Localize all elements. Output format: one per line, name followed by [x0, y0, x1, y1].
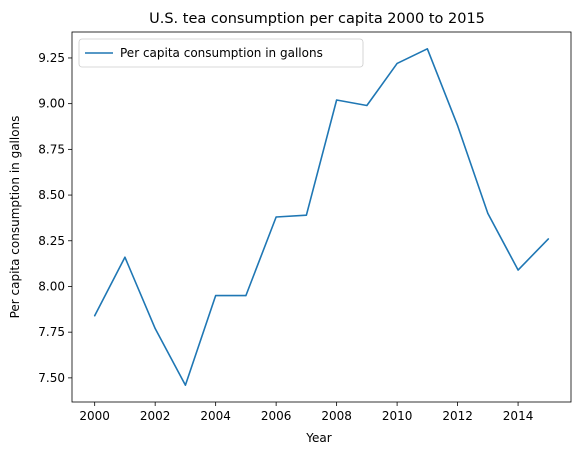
y-tick-label: 8.00 [38, 279, 65, 293]
data-point [275, 216, 277, 218]
y-tick-label: 8.25 [38, 234, 65, 248]
y-tick-label: 8.75 [38, 142, 65, 156]
legend-label: Per capita consumption in gallons [120, 46, 323, 60]
legend-box [78, 38, 364, 68]
data-point [245, 295, 247, 297]
series-line [93, 48, 550, 386]
data-point [487, 212, 489, 214]
data-point [426, 48, 428, 50]
x-tick-label: 2014 [503, 409, 534, 423]
y-axis: 7.50 7.75 8.00 8.25 8.50 8.75 9.00 9.25 [38, 51, 72, 385]
x-tick-label: 2002 [140, 409, 171, 423]
data-point [94, 315, 96, 317]
data-point [396, 62, 398, 65]
data-point [305, 214, 307, 216]
y-tick-label: 9.00 [38, 97, 65, 111]
data-point [124, 256, 126, 258]
data-point [547, 238, 549, 240]
x-tick-label: 2012 [442, 409, 473, 423]
data-point [456, 124, 459, 127]
x-axis: 2000 2002 2004 2006 2008 2010 2012 2014 [79, 402, 533, 423]
x-tick-label: 2008 [321, 409, 352, 423]
data-point [366, 104, 368, 107]
data-point [184, 384, 187, 386]
y-tick-label: 7.75 [38, 325, 65, 339]
plot-area [71, 31, 572, 403]
y-tick-label: 8.50 [38, 188, 65, 202]
y-tick-label: 7.50 [38, 371, 65, 385]
x-tick-label: 2000 [79, 409, 110, 423]
x-axis-label: Year [305, 431, 331, 445]
x-tick-label: 2006 [261, 409, 292, 423]
x-tick-label: 2004 [200, 409, 231, 423]
axes-frame [71, 31, 572, 403]
x-tick-label: 2010 [382, 409, 413, 423]
data-point [215, 295, 217, 297]
chart-title: U.S. tea consumption per capita 2000 to … [149, 11, 485, 27]
y-axis-label: Per capita consumption in gallons [8, 116, 22, 319]
y-tick-label: 9.25 [38, 51, 65, 65]
data-point [517, 269, 519, 271]
legend: Per capita consumption in gallons [78, 38, 364, 68]
data-point [154, 327, 156, 330]
series-group [93, 48, 550, 386]
data-point [336, 99, 338, 101]
